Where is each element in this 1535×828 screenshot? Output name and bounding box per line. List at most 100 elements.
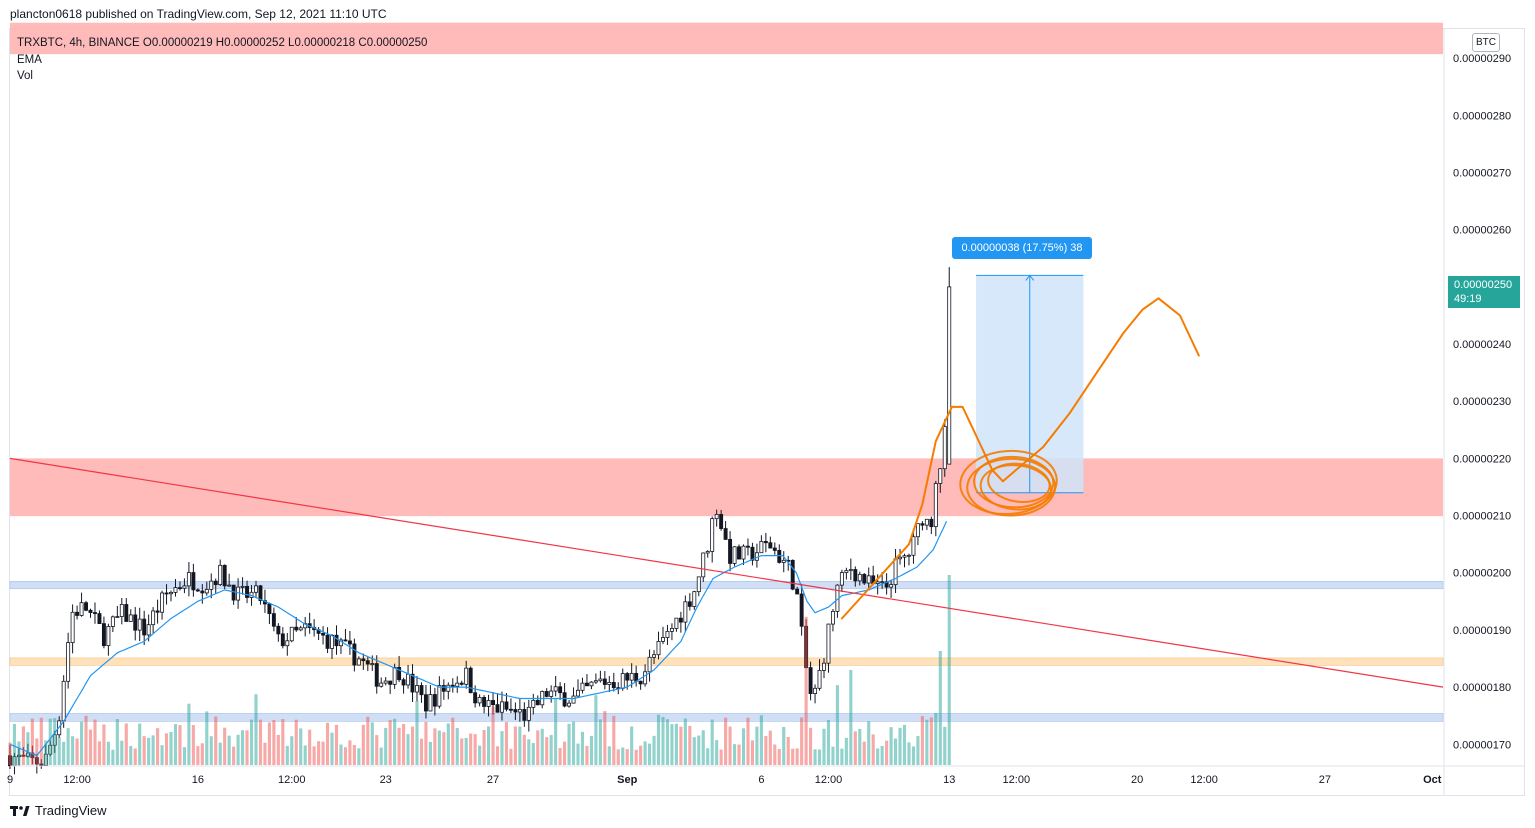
candle-body xyxy=(361,658,366,662)
volume-bar xyxy=(500,731,504,765)
candle-body xyxy=(415,685,419,693)
candle-body xyxy=(325,634,330,649)
candle-body xyxy=(410,673,415,693)
volume-bar xyxy=(267,722,271,765)
volume-bar xyxy=(554,698,558,765)
candle-body xyxy=(517,709,522,713)
volume-bar xyxy=(571,721,576,765)
candle-body xyxy=(665,630,670,638)
volume-bar xyxy=(826,720,831,765)
candle-body xyxy=(576,689,580,697)
price-tick-label: 0.00000260 xyxy=(1453,225,1511,237)
time-tick-label: 6 xyxy=(758,774,764,786)
volume-bar xyxy=(88,729,93,765)
volume-bar xyxy=(236,734,240,765)
candle-body xyxy=(826,623,831,664)
volume-bar xyxy=(661,716,665,765)
price-tick-label: 0.00000170 xyxy=(1453,739,1511,751)
candle-body xyxy=(656,640,661,656)
volume-bar xyxy=(858,728,862,765)
candle-body xyxy=(240,585,245,588)
volume-bar xyxy=(902,724,907,765)
volume-bar xyxy=(388,720,392,765)
candle-body xyxy=(486,700,491,707)
volume-bar xyxy=(831,746,835,765)
volume-bar xyxy=(652,735,656,765)
volume-bar xyxy=(567,723,571,765)
candle-body xyxy=(781,559,786,563)
candle-body xyxy=(504,701,509,710)
candle-body xyxy=(441,685,446,692)
candle-body xyxy=(173,587,178,593)
volume-bar xyxy=(115,719,119,765)
volume-bar xyxy=(437,730,441,765)
candle-body xyxy=(929,518,934,528)
candle-body xyxy=(428,694,433,712)
candle-body xyxy=(106,626,111,647)
candle-body xyxy=(571,695,576,704)
volume-bar xyxy=(822,728,826,765)
volume-bar xyxy=(478,745,482,765)
volume-bar xyxy=(182,747,186,765)
candle-body xyxy=(763,540,768,544)
candle-body xyxy=(844,570,849,573)
candle-body xyxy=(777,549,782,563)
volume-bar xyxy=(245,730,249,765)
volume-bar xyxy=(540,728,544,765)
volume-bar xyxy=(433,728,437,765)
time-tick-label: 27 xyxy=(1319,774,1331,786)
candle-body xyxy=(374,663,379,687)
candle-body xyxy=(271,613,276,627)
volume-bar xyxy=(598,719,602,765)
volume-bar xyxy=(290,736,294,765)
candle-body xyxy=(862,573,867,584)
candle-body xyxy=(857,573,862,582)
candle-body xyxy=(813,687,818,694)
price-range-measure-label[interactable]: 0.00000038 (17.75%) 38 xyxy=(952,237,1092,259)
candle-body xyxy=(795,588,800,595)
candle-body xyxy=(406,673,411,686)
time-tick-label: 16 xyxy=(192,774,204,786)
time-tick-label: 9 xyxy=(7,774,13,786)
volume-bar xyxy=(281,719,285,765)
candle-body xyxy=(97,613,102,625)
candle-body xyxy=(186,572,191,587)
price-tick-label: 0.00000190 xyxy=(1453,625,1511,637)
volume-bar xyxy=(482,730,486,765)
symbol-ohlc-line[interactable]: TRXBTC, 4h, BINANCE O0.00000219 H0.00000… xyxy=(17,37,428,49)
candle-body xyxy=(477,697,482,704)
candle-body xyxy=(294,626,299,631)
volume-bar xyxy=(249,719,254,765)
volume-bar xyxy=(62,741,66,765)
ema-indicator-label[interactable]: EMA xyxy=(17,53,42,66)
zone-top_band xyxy=(10,22,1443,55)
time-tick-label: 27 xyxy=(487,774,499,786)
candle-body xyxy=(397,666,402,681)
volume-bar xyxy=(464,737,468,765)
candle-body xyxy=(893,558,898,586)
candle-body xyxy=(907,554,911,557)
volume-bar xyxy=(759,715,763,765)
volume-indicator-label[interactable]: Vol xyxy=(17,70,33,82)
volume-bar xyxy=(187,703,191,765)
time-tick-label: Oct xyxy=(1423,774,1442,786)
currency-badge[interactable]: BTC xyxy=(1472,33,1500,52)
volume-bar xyxy=(156,728,160,765)
volume-bar xyxy=(334,724,339,765)
circled-zone-drawing xyxy=(979,464,1053,511)
candle-body xyxy=(902,555,907,558)
zone-support_blue xyxy=(9,581,1444,590)
volume-bar xyxy=(674,723,678,765)
candle-body xyxy=(468,667,473,694)
volume-bar xyxy=(209,736,213,765)
volume-bar xyxy=(795,748,799,765)
volume-bar xyxy=(612,715,616,765)
price-tick-label: 0.00000290 xyxy=(1453,53,1511,65)
candle-body xyxy=(638,680,643,685)
candle-body xyxy=(817,669,822,689)
volume-bar xyxy=(563,741,567,765)
volume-bar xyxy=(594,695,598,765)
candle-body xyxy=(830,610,835,625)
candle-body xyxy=(128,614,133,622)
